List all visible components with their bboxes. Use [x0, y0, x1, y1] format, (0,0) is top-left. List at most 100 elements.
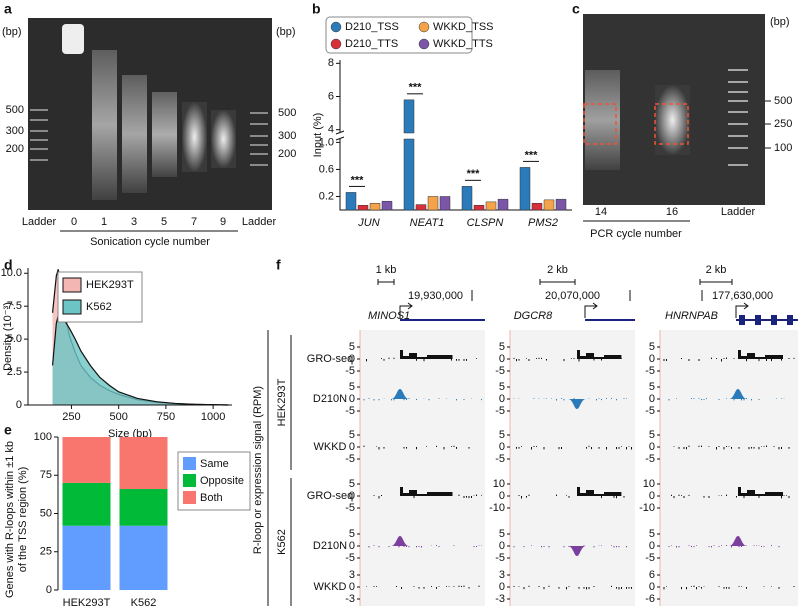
legend-swatch [418, 21, 430, 33]
legend-swatch [183, 491, 196, 504]
y-tick-label: -5 [345, 365, 355, 377]
panel-label: b [312, 1, 321, 17]
legend-label: Same [200, 458, 229, 470]
y-tick-label: 0 [349, 393, 355, 405]
y-tick-label: -5 [345, 552, 355, 564]
legend-label: D210_TTS [345, 38, 398, 50]
marker-label: 500 [278, 107, 296, 119]
y-tick-label: -5 [345, 502, 355, 514]
y-tick-label: 5 [349, 341, 355, 353]
y-tick-label: 5 [649, 341, 655, 353]
y-tick-label: -3 [495, 593, 505, 605]
x-axis-label: Sonication cycle number [90, 236, 210, 248]
y-tick-label: 5 [499, 381, 505, 393]
y-tick-label: 0 [649, 353, 655, 365]
legend-label: Both [200, 492, 223, 504]
area-fill [52, 315, 229, 405]
exon [739, 315, 745, 325]
axis-break [335, 130, 345, 141]
y-tick-label: 5 [649, 528, 655, 540]
tss-arrow [399, 302, 413, 318]
exon [755, 315, 761, 325]
legend-swatch [62, 299, 82, 315]
legend-swatch [330, 21, 342, 33]
bar [427, 196, 439, 211]
unit-label: (bp) [2, 26, 22, 38]
y-tick-label: -5 [345, 405, 355, 417]
bar [543, 199, 555, 211]
y-tick-label: 0 [649, 441, 655, 453]
y-tick-label: 5 [499, 528, 505, 540]
gel-a [28, 18, 272, 210]
legend-box [325, 16, 473, 54]
y-tick-label: -10 [489, 502, 505, 514]
y-tick-label: 0 [499, 581, 505, 593]
x-tick-label: 500 [109, 411, 127, 423]
legend-swatch [183, 474, 196, 487]
y-tick-label: 5 [499, 429, 505, 441]
bar [415, 204, 427, 211]
scale-bar [699, 279, 733, 285]
lane-label: Ladder [22, 216, 57, 228]
panel-label: a [4, 1, 12, 17]
y-tick-label: 7.5 [7, 300, 22, 312]
y-tick-label: 3 [499, 569, 505, 581]
y-tick-label: -6 [645, 593, 655, 605]
bar-segment [62, 437, 111, 483]
signal-peak [400, 350, 453, 359]
legend-label: D210_TSS [345, 21, 399, 33]
track-area [510, 330, 635, 606]
y-tick-label: 6 [649, 569, 655, 581]
signal-track [663, 357, 795, 362]
y-tick-label: -5 [495, 365, 505, 377]
y-axis-label: Input (%) [312, 113, 324, 158]
y-tick-label: 3 [349, 569, 355, 581]
signal-peak [738, 350, 783, 359]
signal-peak [738, 487, 783, 496]
annotation: *** [409, 82, 423, 94]
y-tick-label: 0 [349, 441, 355, 453]
x-axis-label: PCR cycle number [590, 228, 682, 240]
y-tick-label: 0 [649, 540, 655, 552]
signal-peak [400, 487, 453, 496]
y-tick-label: -10 [639, 502, 655, 514]
signal-peak [729, 389, 747, 399]
bar [357, 205, 369, 211]
coordinate-label: 177,630,000 [712, 290, 773, 302]
gene-label: DGCR8 [514, 310, 553, 322]
y-tick-label: 1.0 [319, 136, 334, 148]
y-axis-label: R-loop or expression signal (RPM) [252, 386, 264, 554]
bar [369, 202, 381, 211]
y-tick-label: 6 [328, 90, 334, 102]
scale-bar [377, 279, 395, 285]
legend-label: K562 [86, 301, 112, 313]
y-tick-label: -5 [645, 405, 655, 417]
y-tick-label: 4 [328, 124, 334, 136]
cell-line-label: K562 [276, 529, 288, 555]
y-tick-label: 5 [349, 381, 355, 393]
bar [473, 205, 485, 211]
signal-peak [577, 487, 622, 496]
y-tick-label: 100 [34, 431, 52, 443]
lane-label: 14 [595, 206, 607, 218]
lane-label: Ladder [242, 216, 277, 228]
legend-label: WKKD_TSS [433, 21, 494, 33]
x-tick-label: HEK293T [63, 597, 111, 609]
y-tick-label: 0 [349, 581, 355, 593]
bar-segment [62, 525, 111, 590]
x-tick-label: 750 [157, 411, 175, 423]
signal-track [513, 585, 632, 590]
x-tick-label: 1000 [201, 411, 225, 423]
y-tick-label: 0 [499, 441, 505, 453]
bar [461, 186, 473, 211]
y-tick-label: 0 [349, 540, 355, 552]
y-tick-label: -3 [345, 593, 355, 605]
annotation: *** [351, 174, 365, 186]
signal-peak [391, 389, 409, 399]
bar-segment [119, 437, 168, 490]
marker-label: 300 [278, 130, 296, 142]
bar [485, 201, 497, 211]
lane-label: Ladder [721, 206, 756, 218]
signal-track [673, 445, 790, 450]
